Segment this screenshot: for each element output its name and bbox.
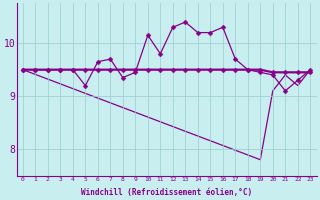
X-axis label: Windchill (Refroidissement éolien,°C): Windchill (Refroidissement éolien,°C) <box>81 188 252 197</box>
